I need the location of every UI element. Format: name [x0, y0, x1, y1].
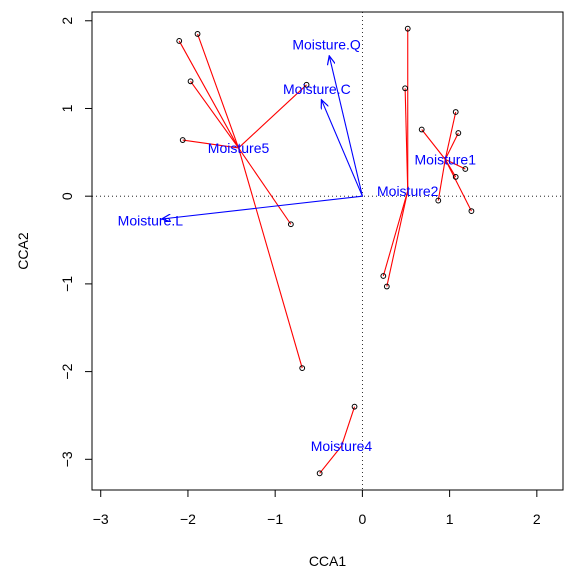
arrow-label: Moisture.C: [283, 81, 351, 97]
site-point: [187, 78, 194, 85]
spider-line: [444, 111, 457, 160]
site-point: [383, 283, 390, 290]
y-tick-label: −1: [59, 276, 75, 292]
spider-line: [190, 80, 239, 149]
x-tick-label: 0: [358, 511, 366, 527]
site-point: [287, 221, 294, 228]
centroid-label: Moisture4: [311, 438, 373, 454]
biplot-arrow: [321, 100, 363, 197]
spider-line: [340, 406, 356, 447]
spider-line: [445, 158, 466, 170]
y-tick-label: −3: [59, 451, 75, 467]
site-point: [404, 25, 411, 32]
spider-line: [404, 88, 409, 191]
centroid-label: Moisture5: [208, 140, 270, 156]
y-tick-label: 2: [59, 17, 75, 25]
biplot-arrows: [162, 56, 363, 219]
y-tick-label: 1: [59, 104, 75, 112]
site-point: [351, 403, 358, 410]
spider-line: [238, 84, 307, 149]
spider-line: [382, 190, 409, 277]
x-axis: −3 −2 −1 0 1 2: [93, 489, 541, 527]
biplot-arrow: [329, 56, 363, 197]
x-tick-label: 2: [533, 511, 541, 527]
site-point: [455, 130, 462, 136]
centroid-label: Moisture1: [415, 151, 477, 167]
x-tick-label: −3: [93, 511, 109, 527]
site-point: [402, 85, 409, 92]
site-point: [316, 470, 323, 477]
site-point: [303, 81, 310, 88]
site-points: [176, 25, 475, 477]
spider-line: [197, 33, 240, 149]
site-point: [380, 273, 387, 279]
x-tick-label: −2: [180, 511, 196, 527]
spider-line: [386, 190, 409, 287]
spider-line: [182, 139, 239, 149]
spider-line: [238, 147, 292, 225]
y-tick-label: −2: [59, 363, 75, 379]
x-axis-title: CCA1: [309, 553, 347, 569]
x-tick-label: −1: [267, 511, 283, 527]
site-point: [179, 137, 186, 143]
centroid-labels: Moisture1 Moisture2 Moisture4 Moisture5 Mois…: [118, 37, 477, 455]
y-tick-label: 0: [59, 192, 75, 200]
arrow-label: Moisture.Q: [292, 37, 361, 53]
spider-line: [178, 40, 240, 149]
arrow-label: Moisture.L: [118, 212, 184, 228]
spider-line: [444, 159, 472, 212]
spider-lines: [178, 28, 472, 474]
site-point: [435, 197, 442, 204]
site-point: [176, 38, 183, 44]
spider-line: [319, 445, 342, 474]
reference-lines: [92, 12, 563, 490]
site-point: [462, 166, 469, 172]
spider-line: [444, 132, 459, 160]
centroid-label: Moisture2: [377, 183, 439, 199]
site-point: [418, 126, 425, 133]
site-point: [299, 365, 306, 371]
spider-line: [421, 129, 446, 160]
x-tick-label: 1: [446, 511, 454, 527]
site-point: [452, 109, 459, 115]
y-axis: −3 −2 −1 0 1 2: [59, 17, 93, 467]
site-point: [194, 31, 201, 37]
site-point: [452, 173, 459, 180]
biplot-arrow: [162, 195, 363, 219]
y-axis-title: CCA2: [15, 232, 31, 270]
site-point: [468, 208, 475, 214]
spider-line: [238, 147, 303, 369]
spider-line: [437, 159, 446, 201]
